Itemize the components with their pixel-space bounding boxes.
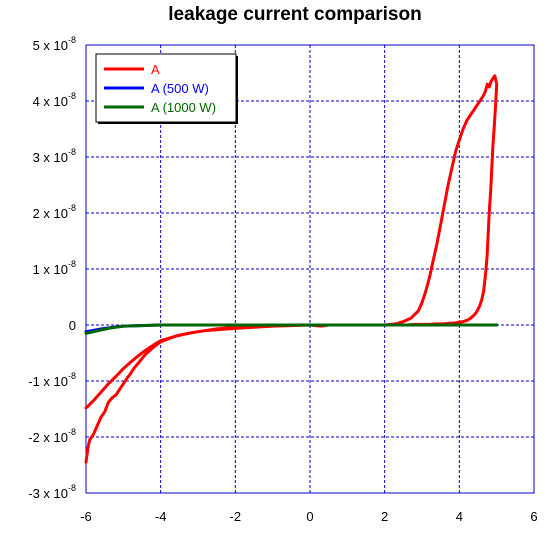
y-tick-label: -1 x 10-8 [28,371,76,389]
series-line-a-1000-w [84,323,499,335]
y-tick-label: -3 x 10-8 [28,483,76,501]
x-tick-label: 6 [530,509,537,524]
y-tick-label: 1 x 10-8 [33,259,76,277]
x-axis-ticks: -6 -4 -2 0 2 4 6 [80,509,537,524]
legend: A A (500 W) A (1000 W) [95,53,238,124]
legend-label-a: A [151,62,160,77]
x-tick-label: -2 [230,509,242,524]
y-tick-label: 0 [69,318,76,333]
y-axis-ticks: 5 x 10-8 4 x 10-8 3 x 10-8 2 x 10-8 1 x 10-8… [28,35,76,501]
legend-label-a-1000-w: A (1000 W) [151,100,216,115]
x-tick-label: 2 [381,509,388,524]
y-tick-label: 4 x 10-8 [33,91,76,109]
plot-frame [85,44,535,494]
legend-label-a-500-w: A (500 W) [151,81,209,96]
x-tick-label: 4 [456,509,463,524]
x-tick-label: -4 [155,509,167,524]
y-tick-label: 5 x 10-8 [33,35,76,53]
series-layer [84,74,499,464]
x-tick-label: -6 [80,509,92,524]
y-tick-label: 3 x 10-8 [33,147,76,165]
x-tick-label: 0 [306,509,313,524]
chart-title: leakage current comparison [168,4,422,25]
y-tick-label: -2 x 10-8 [28,427,76,445]
y-tick-label: 2 x 10-8 [33,203,76,221]
